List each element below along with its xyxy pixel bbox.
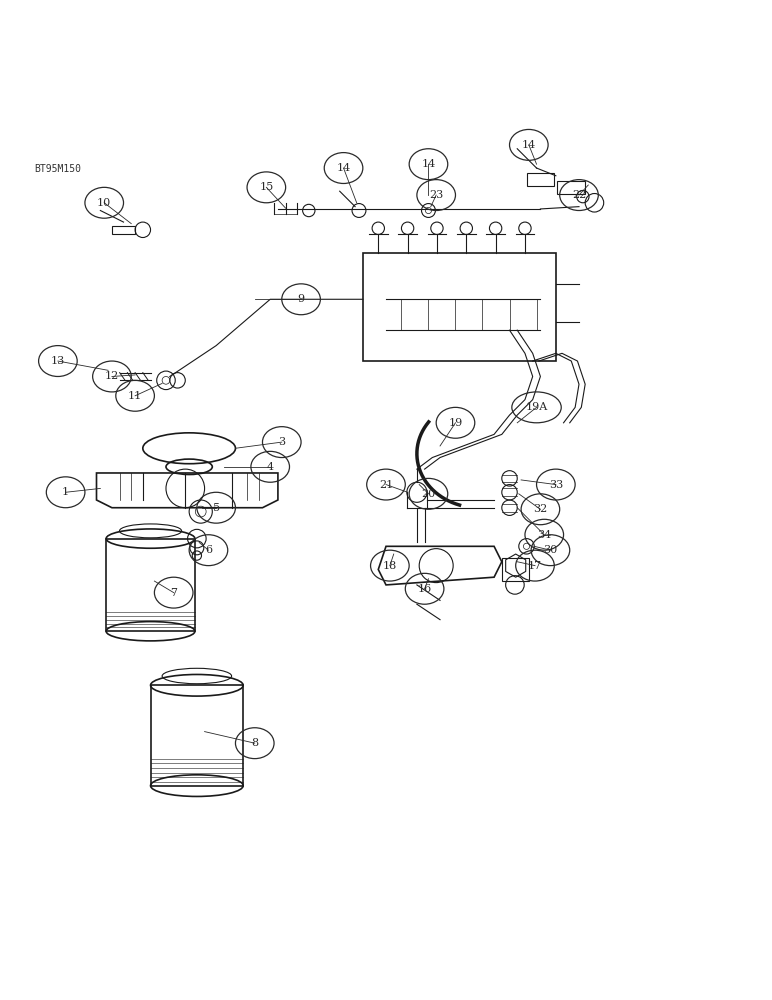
Text: 21: 21: [379, 480, 393, 490]
Text: 12: 12: [105, 371, 119, 381]
Text: 33: 33: [549, 480, 563, 490]
Text: 32: 32: [533, 504, 547, 514]
Text: 23: 23: [429, 190, 443, 200]
Text: 30: 30: [543, 545, 557, 555]
Text: 13: 13: [51, 356, 65, 366]
Text: 16: 16: [418, 584, 432, 594]
Text: 14: 14: [522, 140, 536, 150]
Text: 9: 9: [297, 294, 305, 304]
Text: 11: 11: [128, 391, 142, 401]
Text: 4: 4: [266, 462, 274, 472]
Text: 5: 5: [212, 503, 220, 513]
Text: 10: 10: [97, 198, 111, 208]
Text: 14: 14: [422, 159, 435, 169]
Text: 20: 20: [422, 489, 435, 499]
Text: 34: 34: [537, 530, 551, 540]
Text: 22: 22: [572, 190, 586, 200]
Text: 19: 19: [449, 418, 462, 428]
Text: 7: 7: [170, 588, 178, 598]
Text: 1: 1: [62, 487, 69, 497]
Text: BT95M150: BT95M150: [35, 164, 82, 174]
Text: 19A: 19A: [526, 402, 547, 412]
Text: 18: 18: [383, 561, 397, 571]
Text: 15: 15: [259, 182, 273, 192]
Text: 3: 3: [278, 437, 286, 447]
Text: 17: 17: [528, 561, 542, 571]
Text: 6: 6: [205, 545, 212, 555]
Text: 14: 14: [337, 163, 350, 173]
Text: 8: 8: [251, 738, 259, 748]
